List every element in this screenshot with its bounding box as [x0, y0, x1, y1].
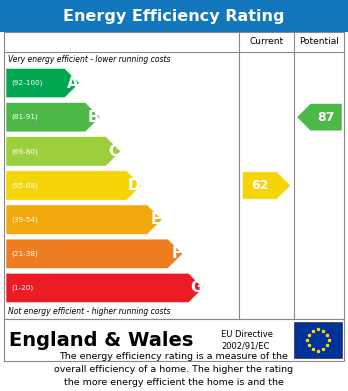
Text: 62: 62	[251, 179, 268, 192]
Text: (81-91): (81-91)	[11, 114, 38, 120]
Polygon shape	[6, 68, 79, 98]
Text: (1-20): (1-20)	[11, 285, 33, 291]
Text: A: A	[67, 75, 78, 91]
Polygon shape	[6, 137, 121, 166]
Text: F: F	[171, 246, 182, 261]
Text: C: C	[109, 144, 120, 159]
Polygon shape	[297, 104, 342, 131]
Text: (21-38): (21-38)	[11, 251, 38, 257]
Text: Current: Current	[250, 38, 284, 47]
Text: Potential: Potential	[299, 38, 339, 47]
Text: (92-100): (92-100)	[11, 80, 42, 86]
Text: Energy Efficiency Rating: Energy Efficiency Rating	[63, 9, 285, 23]
Text: (55-68): (55-68)	[11, 182, 38, 189]
Bar	[294, 322, 342, 358]
Text: B: B	[87, 110, 99, 125]
Text: Very energy efficient - lower running costs: Very energy efficient - lower running co…	[8, 54, 171, 63]
Polygon shape	[6, 102, 100, 132]
Bar	[4, 319, 344, 361]
Text: Not energy efficient - higher running costs: Not energy efficient - higher running co…	[8, 307, 171, 316]
Polygon shape	[6, 273, 203, 303]
Text: (69-80): (69-80)	[11, 148, 38, 154]
Text: England & Wales: England & Wales	[9, 330, 193, 350]
Polygon shape	[6, 205, 162, 234]
Text: 87: 87	[317, 111, 335, 124]
Text: EU Directive
2002/91/EC: EU Directive 2002/91/EC	[221, 330, 273, 350]
Bar	[0, 0, 348, 32]
Polygon shape	[6, 239, 183, 269]
Polygon shape	[6, 171, 141, 200]
Text: The energy efficiency rating is a measure of the
overall efficiency of a home. T: The energy efficiency rating is a measur…	[54, 352, 294, 391]
Polygon shape	[243, 172, 291, 199]
Text: G: G	[190, 280, 202, 296]
Text: D: D	[128, 178, 140, 193]
Text: (39-54): (39-54)	[11, 216, 38, 223]
Bar	[4, 32, 344, 319]
Text: E: E	[151, 212, 161, 227]
